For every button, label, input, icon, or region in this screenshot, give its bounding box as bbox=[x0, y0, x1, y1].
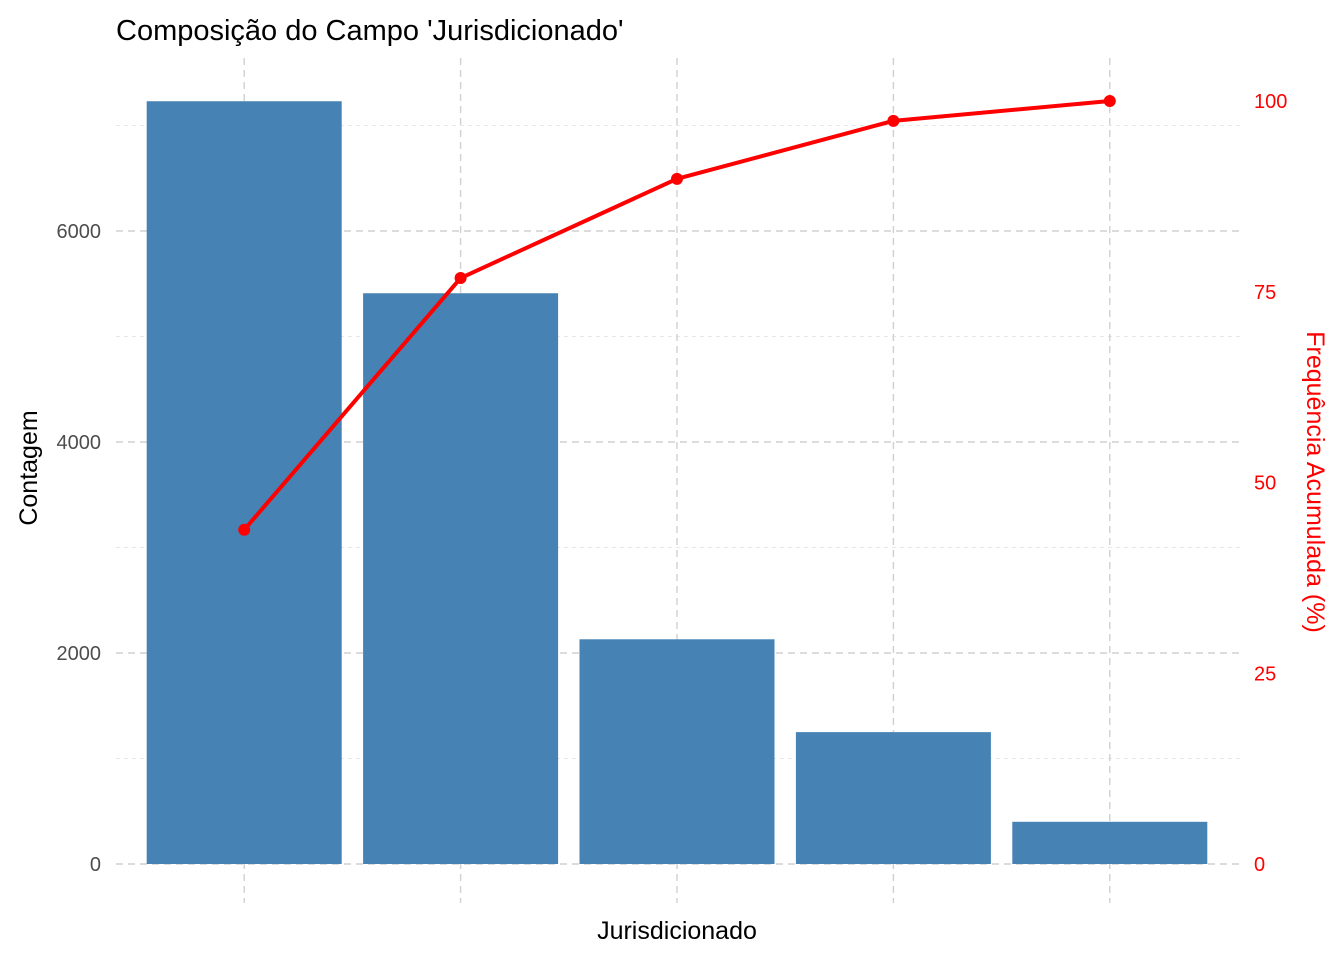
y2-tick-label: 0 bbox=[1254, 854, 1265, 876]
cumulative-point bbox=[1103, 95, 1116, 107]
y2-tick-label: 50 bbox=[1254, 473, 1276, 495]
bar bbox=[1012, 821, 1208, 864]
y2-tick-label: 25 bbox=[1254, 663, 1276, 685]
chart-title: Composição do Campo 'Jurisdicionado' bbox=[116, 15, 624, 47]
cumulative-point bbox=[887, 114, 900, 127]
y2-axis-title: Frequência Acumulada (%) bbox=[1301, 331, 1329, 633]
cumulative-line-layer bbox=[238, 95, 1116, 536]
y-tick-label: 4000 bbox=[57, 432, 102, 454]
y2-tick-label: 75 bbox=[1254, 282, 1276, 304]
y-tick-label: 2000 bbox=[57, 643, 102, 665]
cumulative-point bbox=[454, 272, 467, 285]
y-axis-title: Contagem bbox=[15, 410, 43, 525]
bar bbox=[146, 101, 342, 865]
left-axis-ticks: 0 2000 4000 6000 bbox=[57, 221, 102, 876]
bar bbox=[579, 639, 775, 864]
bar bbox=[363, 293, 559, 864]
y-tick-label: 6000 bbox=[57, 221, 102, 243]
bars-layer bbox=[146, 101, 1208, 865]
y-tick-label: 0 bbox=[90, 854, 101, 876]
bar bbox=[795, 732, 991, 864]
right-axis-ticks: 0 25 50 75 100 bbox=[1254, 91, 1287, 876]
cumulative-point bbox=[238, 523, 251, 536]
cumulative-point bbox=[671, 172, 683, 185]
y2-tick-label: 100 bbox=[1254, 91, 1287, 113]
x-axis-title: Jurisdicionado bbox=[597, 917, 757, 945]
